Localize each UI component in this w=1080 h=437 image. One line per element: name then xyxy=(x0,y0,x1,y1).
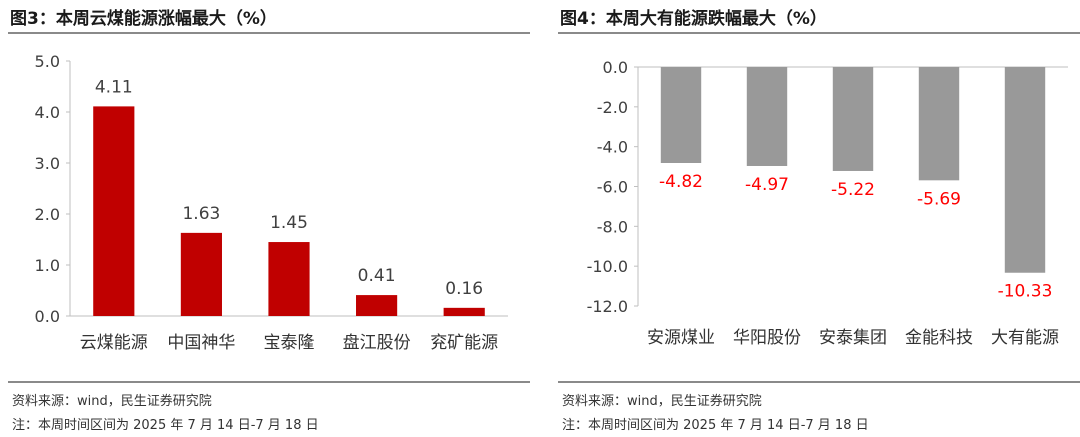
y-tick-label: -2.0 xyxy=(597,98,628,117)
bar xyxy=(268,242,310,316)
data-label: 1.45 xyxy=(270,213,308,233)
y-tick-label: 0.0 xyxy=(35,307,60,326)
y-tick-label: 2.0 xyxy=(35,205,60,224)
period-note: 注：本周时间区间为 2025 年 7 月 14 日-7 月 18 日 xyxy=(12,418,319,433)
data-label: -5.69 xyxy=(917,189,961,209)
title-divider xyxy=(558,32,1080,34)
footer-divider xyxy=(558,381,1080,383)
loss-bar-chart: 0.0 -2.0 -4.0 -6.0 -8.0 -10.0 -12.0 -4.82 安源煤业 -4… xyxy=(587,58,1068,348)
bar xyxy=(918,67,960,181)
bar xyxy=(356,295,398,316)
category-label: 大有能源 xyxy=(991,328,1059,348)
data-label: 4.11 xyxy=(95,77,133,97)
bar xyxy=(746,67,788,166)
y-tick-label: 0.0 xyxy=(603,58,628,77)
source-note: 资料来源：wind，民生证券研究院 xyxy=(562,394,762,409)
bar xyxy=(93,106,135,316)
bar xyxy=(1004,67,1046,273)
chart-title: 图3：本周云煤能源涨幅最大（%） xyxy=(10,9,277,29)
y-tick-label: 1.0 xyxy=(35,256,60,275)
data-label: -10.33 xyxy=(998,282,1053,302)
category-label: 盘江股份 xyxy=(343,333,411,353)
category-label: 金能科技 xyxy=(905,328,973,348)
data-label: -4.97 xyxy=(745,175,789,195)
y-tick-label: -6.0 xyxy=(597,178,628,197)
category-label: 云煤能源 xyxy=(80,333,148,353)
category-label: 中国神华 xyxy=(167,333,235,353)
y-tick-label: 5.0 xyxy=(35,52,60,71)
title-divider xyxy=(8,32,530,34)
source-note: 资料来源：wind，民生证券研究院 xyxy=(12,394,212,409)
y-tick-label: 3.0 xyxy=(35,154,60,173)
gain-bar-chart: 0.0 1.0 2.0 3.0 4.0 5.0 4.11 云煤能源 1.63 中国神华 1.45 宝泰… xyxy=(35,52,508,353)
data-label: 0.41 xyxy=(358,266,396,286)
y-tick-label: 4.0 xyxy=(35,103,60,122)
y-tick-label: -12.0 xyxy=(587,297,628,316)
category-label: 华阳股份 xyxy=(733,328,801,348)
y-tick-label: -8.0 xyxy=(597,217,628,236)
bar xyxy=(443,307,485,316)
bar xyxy=(180,232,222,316)
data-label: 1.63 xyxy=(182,204,220,224)
bar xyxy=(660,67,702,163)
data-label: -4.82 xyxy=(659,172,703,192)
category-label: 兖矿能源 xyxy=(430,333,498,353)
category-label: 安泰集团 xyxy=(819,328,887,348)
data-label: -5.22 xyxy=(831,180,875,200)
bar xyxy=(832,67,874,171)
left-chart-panel: 图3：本周云煤能源涨幅最大（%） 0.0 1.0 2.0 3.0 4.0 5.0 4.11 云… xyxy=(8,0,530,437)
right-chart-panel: 图4：本周大有能源跌幅最大（%） 0.0 -2.0 -4.0 -6.0 -8.0 -10.… xyxy=(558,0,1080,437)
category-label: 宝泰隆 xyxy=(264,333,315,353)
period-note: 注：本周时间区间为 2025 年 7 月 14 日-7 月 18 日 xyxy=(562,418,869,433)
footer-divider xyxy=(8,381,530,383)
y-tick-label: -10.0 xyxy=(587,257,628,276)
y-tick-label: -4.0 xyxy=(597,138,628,157)
chart-title: 图4：本周大有能源跌幅最大（%） xyxy=(560,9,827,29)
data-label: 0.16 xyxy=(445,279,483,299)
category-label: 安源煤业 xyxy=(647,328,715,348)
